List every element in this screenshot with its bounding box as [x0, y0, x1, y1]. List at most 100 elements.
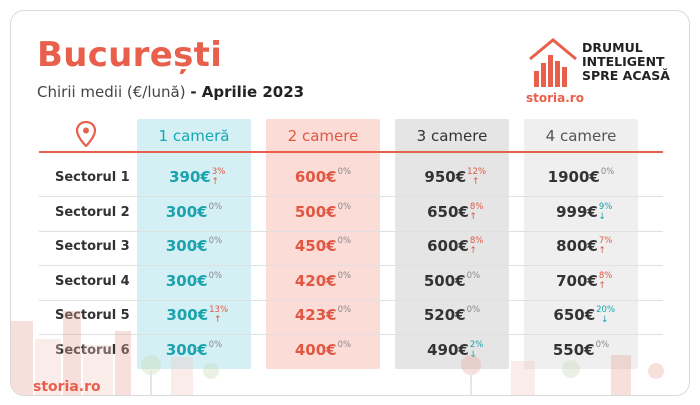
change-percent: 0%	[337, 167, 352, 177]
subtitle-text: Chirii medii (€/lună)	[37, 83, 186, 101]
price-cell: 950€12%↑	[395, 167, 509, 187]
location-pin-icon	[76, 121, 96, 147]
price-cell: 999€9%↓	[524, 201, 638, 222]
change-percent: 0%	[208, 201, 223, 212]
change-percent: 0%	[208, 270, 223, 281]
row-label: Sectorul 3	[55, 239, 130, 254]
price-value: 650€	[427, 202, 469, 221]
arrow-down-icon: ↓	[601, 315, 609, 325]
price-value: 390€	[169, 168, 211, 186]
row-label: Sectorul 5	[55, 308, 130, 323]
arrow-up-icon: ↑	[211, 177, 219, 187]
change-percent: 7%	[598, 236, 613, 246]
arrow-up-icon: ↑	[469, 246, 477, 256]
arrow-up-icon: ↑	[598, 246, 606, 256]
price-cell: 300€0%	[137, 202, 251, 221]
row-divider	[39, 299, 663, 301]
price-cell: 1900€0%	[524, 167, 638, 186]
price-value: 600€	[427, 237, 469, 255]
change-percent: 12%	[467, 167, 487, 177]
price-value: 600€	[294, 168, 337, 186]
row-divider	[39, 230, 663, 232]
change-percent: 0%	[466, 270, 481, 281]
price-value: 300€	[165, 340, 208, 359]
price-value: 950€	[424, 168, 467, 186]
price-cell: 700€8%↑	[524, 270, 638, 291]
price-value: 550€	[552, 340, 595, 359]
price-cell: 300€0%	[137, 271, 251, 290]
column-bg-1	[137, 119, 251, 369]
row-label: Sectorul 4	[55, 273, 130, 289]
change-percent: 0%	[337, 236, 352, 246]
price-cell: 450€0%	[266, 236, 380, 255]
change-percent: 8%	[469, 236, 484, 246]
change-percent: 0%	[466, 305, 481, 315]
change-percent: 13%	[209, 305, 229, 315]
change-percent: 20%	[596, 305, 616, 315]
price-cell: 400€0%	[266, 340, 380, 359]
column-header-3: 3 camere	[416, 127, 488, 145]
change-percent: 0%	[595, 339, 610, 350]
change-percent: 2%	[469, 339, 484, 350]
footer-brand: storia.ro	[33, 379, 101, 395]
tagline-line-3: SPRE ACASĂ	[582, 68, 670, 83]
change-percent: 0%	[208, 236, 223, 246]
arrow-up-icon: ↑	[469, 211, 477, 222]
price-value: 300€	[165, 237, 208, 255]
page-subtitle: Chirii medii (€/lună) - Aprilie 2023	[37, 83, 304, 101]
logo-tagline: DRUMUL INTELIGENT SPRE ACASĂ	[582, 41, 670, 83]
change-percent: 9%	[598, 201, 613, 212]
price-value: 450€	[294, 237, 337, 255]
change-percent: 0%	[208, 339, 223, 350]
price-cell: 500€0%	[395, 271, 509, 290]
price-cell: 600€8%↑	[395, 236, 509, 256]
price-cell: 423€0%	[266, 305, 380, 324]
column-header-2: 2 camere	[287, 127, 359, 145]
price-value: 500€	[294, 202, 337, 221]
column-header-4: 4 camere	[545, 127, 617, 145]
price-value: 423€	[294, 306, 337, 324]
tagline-line-1: DRUMUL	[582, 40, 643, 55]
price-cell: 300€0%	[137, 340, 251, 359]
change-percent: 8%	[598, 270, 613, 281]
price-value: 1900€	[547, 168, 600, 186]
infographic-card: București Chirii medii (€/lună) - Aprili…	[10, 10, 690, 396]
price-value: 700€	[556, 271, 598, 290]
price-value: 300€	[166, 306, 209, 324]
price-cell: 550€0%	[524, 340, 638, 359]
column-bg-3	[395, 119, 509, 369]
column-bg-4	[524, 119, 638, 369]
house-chart-icon	[529, 38, 577, 87]
price-cell: 300€13%↑	[137, 305, 251, 325]
tagline-line-2: INTELIGENT	[582, 54, 665, 69]
price-cell: 490€2%↓	[395, 339, 509, 360]
change-percent: 8%	[469, 201, 484, 212]
price-cell: 420€0%	[266, 271, 380, 290]
change-percent: 0%	[337, 305, 352, 315]
arrow-up-icon: ↑	[214, 315, 222, 325]
change-percent: 0%	[600, 167, 615, 177]
row-divider	[39, 265, 663, 266]
logo-brand: storia.ro	[526, 91, 584, 105]
row-label: Sectorul 2	[55, 204, 130, 220]
change-percent: 0%	[337, 270, 352, 281]
arrow-up-icon: ↑	[598, 280, 606, 291]
price-value: 490€	[427, 340, 469, 359]
price-cell: 800€7%↑	[524, 236, 638, 256]
storia-logo: DRUMUL INTELIGENT SPRE ACASĂ storia.ro	[526, 37, 676, 107]
price-value: 420€	[294, 271, 337, 290]
price-value: 650€	[553, 306, 596, 324]
row-divider	[39, 334, 663, 335]
price-value: 300€	[165, 202, 208, 221]
price-cell: 600€0%	[266, 167, 380, 186]
price-value: 500€	[423, 271, 466, 290]
price-value: 800€	[556, 237, 598, 255]
price-cell: 650€8%↑	[395, 201, 509, 222]
price-value: 999€	[556, 202, 598, 221]
price-cell: 500€0%	[266, 202, 380, 221]
price-cell: 520€0%	[395, 305, 509, 324]
price-cell: 390€3%↑	[137, 167, 251, 187]
change-percent: 3%	[211, 167, 226, 177]
row-label: Sectorul 6	[55, 343, 135, 358]
column-header-1: 1 cameră	[158, 127, 230, 145]
